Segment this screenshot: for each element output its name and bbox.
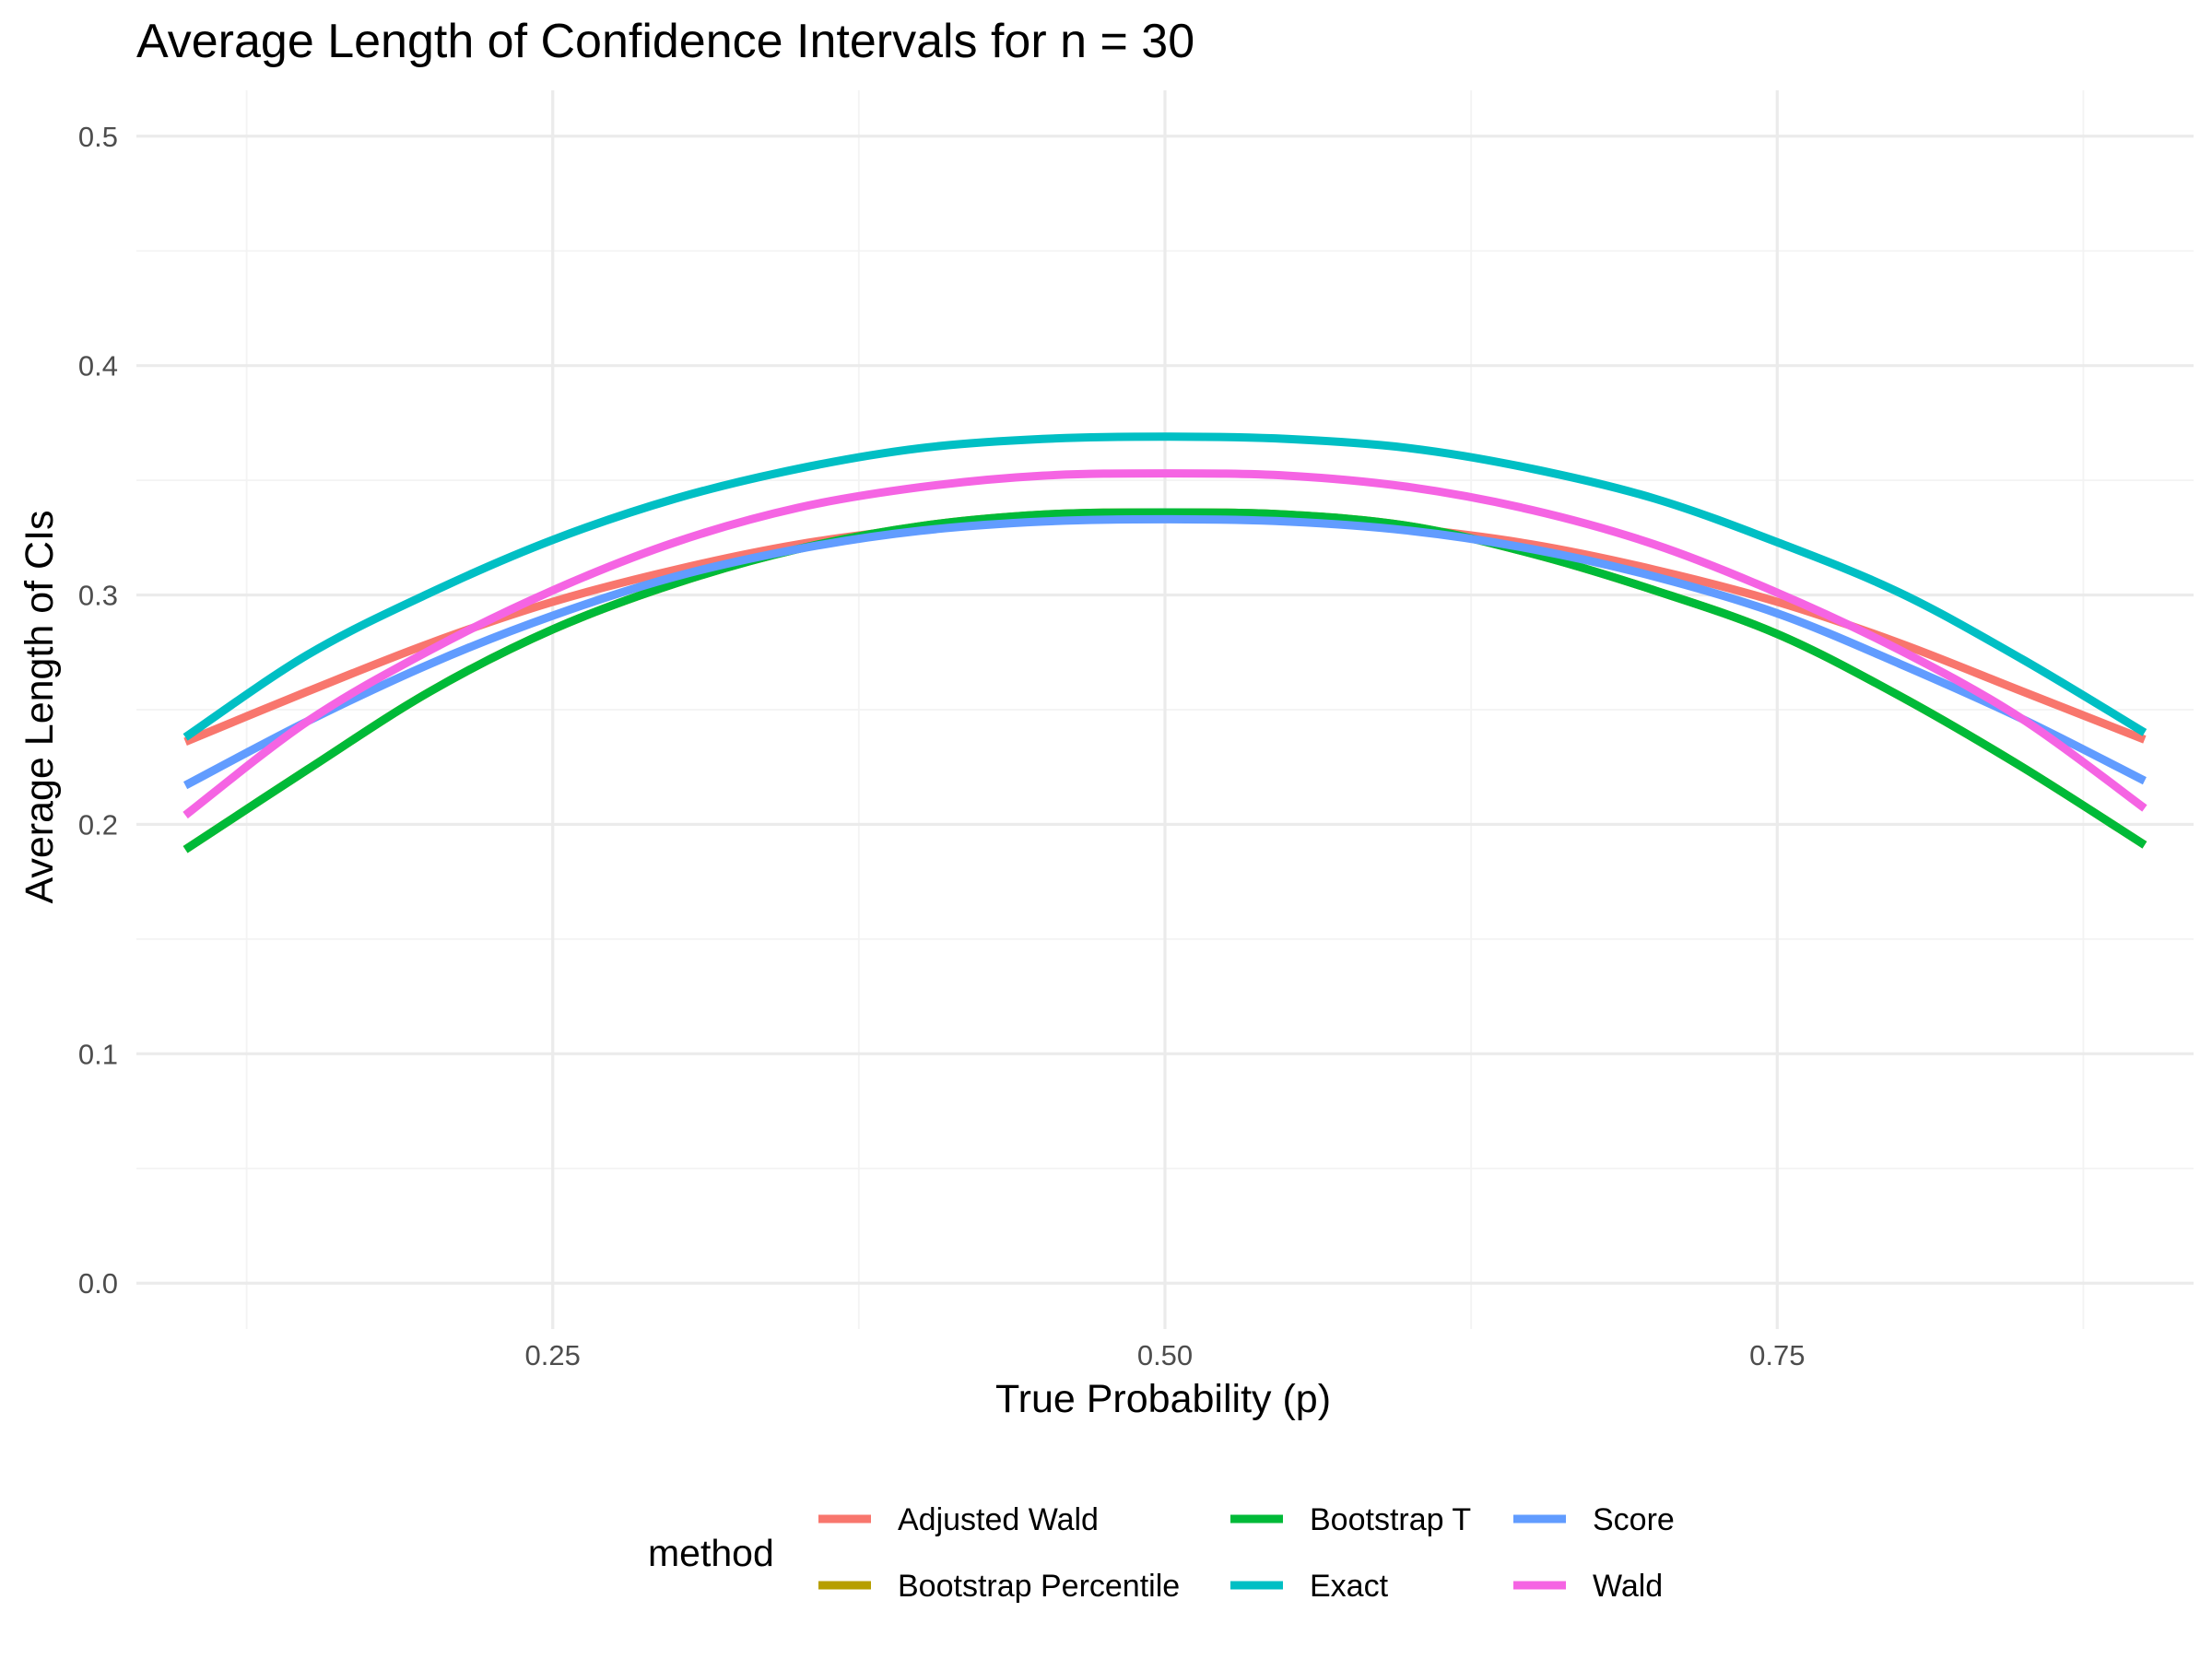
y-tick-label: 0.2 bbox=[78, 808, 118, 841]
y-axis-title: Average Length of CIs bbox=[18, 510, 62, 903]
legend-label: Exact bbox=[1310, 1569, 1389, 1604]
series-layer bbox=[182, 432, 2147, 853]
y-tick-label: 0.4 bbox=[78, 350, 118, 382]
y-tick-label: 0.0 bbox=[78, 1267, 118, 1300]
legend-item-bootstrap-t: Bootstrap T bbox=[1230, 1502, 1471, 1537]
legend-item-wald: Wald bbox=[1513, 1569, 1663, 1604]
legend: method Adjusted Wald Bootstrap Percentile… bbox=[648, 1502, 1675, 1604]
legend-label: Score bbox=[1593, 1502, 1675, 1537]
x-tick-label: 0.25 bbox=[525, 1339, 581, 1371]
legend-item-exact: Exact bbox=[1230, 1569, 1389, 1604]
y-tick-label: 0.5 bbox=[78, 121, 118, 153]
x-tick-label: 0.50 bbox=[1137, 1339, 1193, 1371]
series-line-wald bbox=[182, 469, 2147, 819]
y-tick-label: 0.1 bbox=[78, 1038, 118, 1070]
grid bbox=[136, 90, 2194, 1329]
legend-label: Bootstrap T bbox=[1310, 1502, 1471, 1537]
x-tick-label: 0.75 bbox=[1749, 1339, 1805, 1371]
chart-title: Average Length of Confidence Intervals f… bbox=[136, 15, 1194, 68]
legend-title: method bbox=[648, 1532, 774, 1574]
legend-label: Wald bbox=[1593, 1569, 1663, 1604]
series-line-score bbox=[183, 514, 2147, 790]
tick-labels: 0.25 0.50 0.75 0.0 0.1 0.2 0.3 0.4 0.5 bbox=[78, 121, 1806, 1371]
legend-item-bootstrap-percentile: Bootstrap Percentile bbox=[818, 1569, 1180, 1604]
legend-item-adjusted-wald: Adjusted Wald bbox=[818, 1502, 1099, 1537]
series-line-exact bbox=[182, 432, 2147, 741]
legend-label: Adjusted Wald bbox=[898, 1502, 1099, 1537]
series-line-bootstrap-t bbox=[182, 508, 2147, 853]
legend-item-score: Score bbox=[1513, 1502, 1675, 1537]
y-tick-label: 0.3 bbox=[78, 580, 118, 612]
x-axis-title: True Probability (p) bbox=[995, 1377, 1331, 1421]
legend-label: Bootstrap Percentile bbox=[898, 1569, 1180, 1604]
